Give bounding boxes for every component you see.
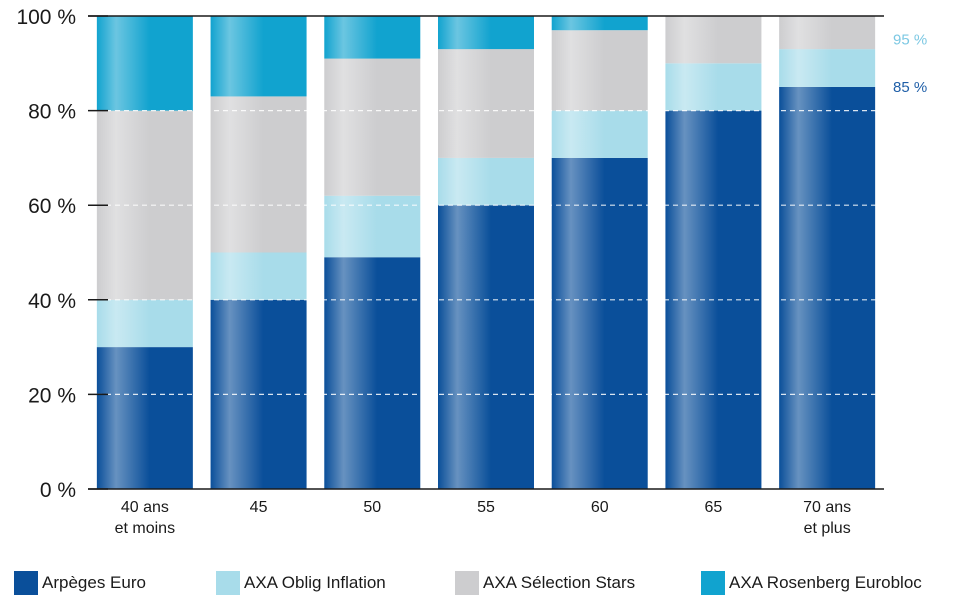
bar-sheen-axa-selection-stars-5	[551, 30, 648, 111]
legend-item-axa-rosenberg-eurobloc: AXA Rosenberg Eurobloc	[701, 571, 922, 595]
bar-sheen-axa-rosenberg-eurobloc-5	[551, 16, 648, 31]
x-tick-label-line: et plus	[804, 520, 851, 537]
legend-swatch-axa-oblig-inflation	[216, 571, 240, 595]
bar-sheen-axa-selection-stars-6	[665, 16, 762, 64]
x-tick-label-line: 70 ans	[803, 499, 851, 516]
y-tick-label: 40 %	[28, 290, 76, 313]
bar-sheen-axa-oblig-inflation-3	[324, 195, 421, 258]
bar-sheen-axa-selection-stars-4	[438, 49, 534, 158]
legend-item-axa-selection-stars: AXA Sélection Stars	[455, 571, 635, 595]
legend-label-axa-selection-stars: AXA Sélection Stars	[483, 573, 636, 592]
legend-item-axa-oblig-inflation: AXA Oblig Inflation	[216, 571, 386, 595]
x-tick-label-line: 60	[591, 499, 609, 516]
x-tick-label: 45	[250, 499, 268, 516]
bar-sheen-arpeges-euro-3	[324, 257, 421, 489]
legend-label-axa-rosenberg-eurobloc: AXA Rosenberg Eurobloc	[729, 573, 922, 592]
x-tick-label-line: 65	[705, 499, 723, 516]
bar-sheen-arpeges-euro-5	[551, 157, 648, 489]
legend-item-arpeges-euro: Arpèges Euro	[14, 571, 146, 595]
bar-sheen-arpeges-euro-7	[779, 86, 876, 489]
y-tick-label: 60 %	[28, 195, 76, 218]
bar-sheen-axa-oblig-inflation-5	[551, 110, 648, 158]
y-tick-label: 100 %	[16, 6, 76, 29]
stacked-bar-chart: 0 % 20 % 40 % 60 % 80 % 100 % 40 ans et moins 45…	[16, 6, 927, 537]
bar-sheen-axa-oblig-inflation-4	[438, 157, 534, 206]
legend-label-arpeges-euro: Arpèges Euro	[42, 573, 146, 592]
bar-sheen-axa-selection-stars-3	[324, 58, 421, 196]
bar-sheen-arpeges-euro-4	[438, 205, 534, 489]
bar-sheen-axa-selection-stars-7	[779, 16, 876, 50]
y-axis: 0 % 20 % 40 % 60 % 80 % 100 %	[16, 6, 884, 502]
bar-sheen-axa-oblig-inflation-6	[665, 63, 762, 111]
bar-sheen-axa-oblig-inflation-2	[210, 252, 307, 300]
y-tick-label: 0 %	[40, 479, 76, 502]
legend-swatch-arpeges-euro	[14, 571, 38, 595]
x-tick-label: 40 ans et moins	[115, 499, 175, 537]
x-tick-label-line: 50	[363, 499, 381, 516]
x-tick-label: 55	[477, 499, 495, 516]
legend-swatch-axa-selection-stars	[455, 571, 479, 595]
bar-sheen-arpeges-euro-1	[96, 347, 193, 489]
bar-sheen-axa-selection-stars-2	[210, 96, 307, 253]
bar-sheen-axa-rosenberg-eurobloc-4	[438, 16, 534, 50]
x-tick-label: 65	[705, 499, 723, 516]
legend-swatch-axa-rosenberg-eurobloc	[701, 571, 725, 595]
x-tick-label: 60	[591, 499, 609, 516]
bar-sheen-axa-rosenberg-eurobloc-2	[210, 16, 307, 97]
y-tick-label: 20 %	[28, 384, 76, 407]
bars	[96, 16, 876, 489]
x-tick-label: 70 ans et plus	[803, 499, 851, 537]
annotation-label: 85 %	[893, 79, 927, 96]
annotations: 95 % 85 %	[893, 32, 927, 96]
bar-sheen-axa-rosenberg-eurobloc-1	[96, 16, 193, 111]
gridlines	[88, 109, 884, 395]
x-tick-label: 50	[363, 499, 381, 516]
bar-sheen-axa-oblig-inflation-1	[96, 299, 193, 348]
bar-sheen-axa-oblig-inflation-7	[779, 49, 876, 87]
x-tick-label-line: 55	[477, 499, 495, 516]
annotation-label: 95 %	[893, 32, 927, 49]
x-tick-label-line: 45	[250, 499, 268, 516]
x-axis-labels: 40 ans et moins 45 50 55 60 65 70 ans et plus	[115, 499, 852, 537]
x-tick-label-line: 40 ans	[121, 499, 169, 516]
bar-sheen-axa-rosenberg-eurobloc-3	[324, 16, 421, 59]
legend: Arpèges Euro AXA Oblig Inflation AXA Sél…	[14, 571, 964, 597]
x-tick-label-line: et moins	[115, 520, 175, 537]
legend-label-axa-oblig-inflation: AXA Oblig Inflation	[244, 573, 386, 592]
y-tick-label: 80 %	[28, 101, 76, 124]
